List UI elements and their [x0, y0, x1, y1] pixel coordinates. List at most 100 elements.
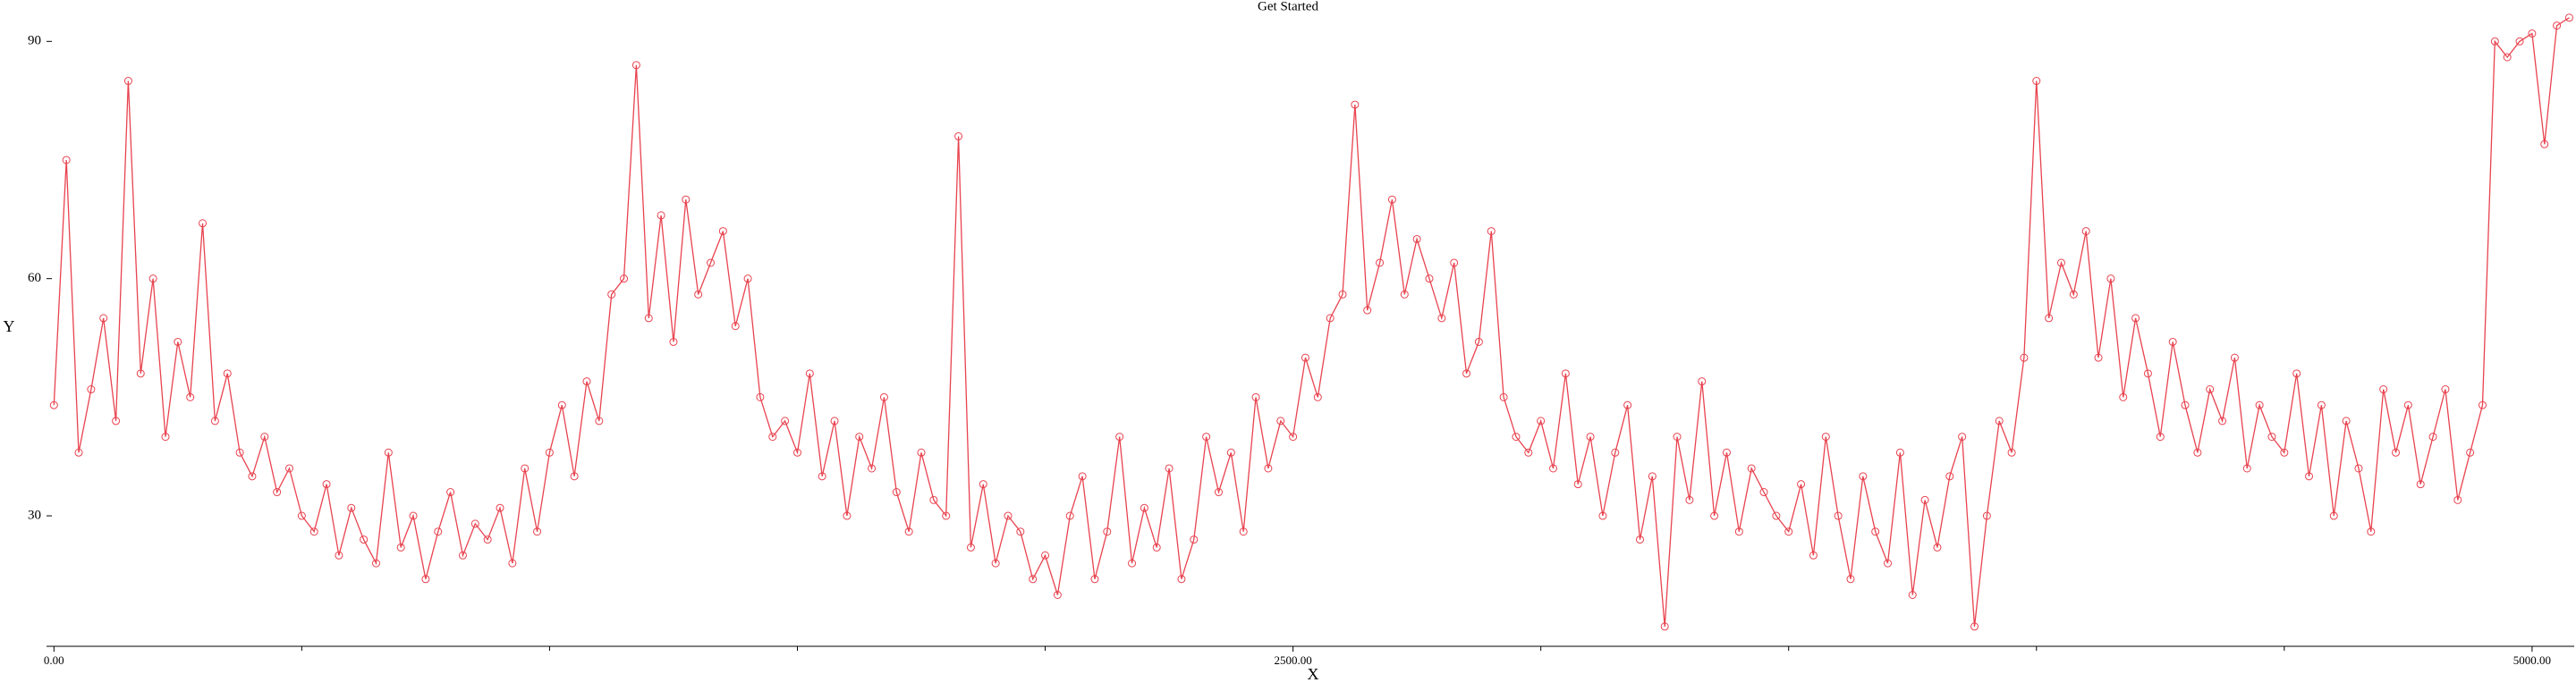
point	[843, 511, 852, 520]
point	[694, 290, 703, 299]
point	[112, 417, 121, 426]
point	[1734, 527, 1743, 536]
point	[186, 392, 195, 401]
point	[855, 433, 864, 442]
point	[1772, 511, 1781, 520]
point	[1895, 448, 1904, 457]
point	[1499, 392, 1508, 401]
point	[743, 274, 752, 283]
chart-title: Get Started	[1258, 0, 1318, 13]
point	[1970, 622, 1979, 631]
point	[1387, 195, 1396, 204]
point	[669, 337, 678, 346]
point	[174, 337, 182, 346]
point	[707, 258, 716, 267]
point	[1363, 306, 1372, 315]
point	[2156, 433, 2165, 442]
point	[2392, 448, 2401, 457]
point	[2230, 353, 2239, 362]
point	[2503, 53, 2512, 62]
point	[1115, 433, 1124, 442]
x-axis-label: X	[1308, 665, 1319, 683]
series-line	[53, 17, 2570, 627]
point	[99, 314, 108, 323]
point	[2564, 13, 2573, 22]
point	[409, 511, 418, 520]
x-tick-label: 2500.00	[1274, 653, 1311, 667]
point	[1226, 448, 1235, 457]
point	[582, 377, 591, 386]
point	[1784, 527, 1793, 536]
point	[1004, 511, 1013, 520]
point	[1313, 392, 1322, 401]
y-axis-label: Y	[4, 317, 15, 335]
point	[805, 369, 814, 378]
point	[2416, 480, 2425, 489]
point	[1747, 464, 1756, 473]
point	[521, 464, 530, 473]
point	[2367, 527, 2376, 536]
point	[1437, 314, 1446, 323]
point	[1635, 535, 1644, 544]
point	[942, 511, 951, 520]
point	[718, 227, 727, 236]
point	[1041, 551, 1050, 560]
point	[1016, 527, 1025, 536]
point	[1797, 480, 1806, 489]
point	[470, 519, 479, 528]
point	[1301, 353, 1309, 362]
point	[62, 156, 71, 164]
point	[458, 551, 467, 560]
point	[2007, 448, 2016, 457]
point	[123, 77, 132, 86]
point	[879, 392, 888, 401]
point	[1214, 488, 1223, 497]
point	[371, 559, 380, 568]
point	[2255, 400, 2264, 409]
point	[49, 400, 58, 409]
point	[2490, 37, 2499, 46]
point	[347, 503, 356, 512]
point	[1487, 227, 1496, 236]
point	[731, 322, 740, 331]
point	[2453, 495, 2462, 504]
point	[991, 559, 1000, 568]
point	[1400, 290, 1409, 299]
point	[2441, 385, 2450, 394]
point	[1920, 495, 1929, 504]
point	[868, 464, 877, 473]
point	[1821, 433, 1830, 442]
point	[1078, 472, 1087, 481]
point	[2292, 369, 2301, 378]
point	[87, 385, 96, 394]
point	[508, 559, 517, 568]
point	[1264, 464, 1273, 473]
point	[1722, 448, 1731, 457]
point	[1933, 543, 1942, 552]
point	[2106, 274, 2115, 283]
point	[2267, 433, 2276, 442]
point	[595, 417, 604, 426]
point	[1871, 527, 1880, 536]
point	[2329, 511, 2338, 520]
point	[223, 369, 232, 378]
point	[818, 472, 826, 481]
point	[1537, 417, 1546, 426]
point	[1412, 234, 1421, 243]
point	[756, 392, 765, 401]
point	[2094, 353, 2103, 362]
point	[1623, 400, 1632, 409]
point	[1065, 511, 1074, 520]
point	[199, 219, 208, 228]
point	[322, 480, 331, 489]
point	[533, 527, 542, 536]
point	[682, 195, 691, 204]
point	[2143, 369, 2152, 378]
point	[1190, 535, 1199, 544]
point	[607, 290, 616, 299]
point	[2119, 392, 2128, 401]
point	[273, 488, 282, 497]
point	[2131, 314, 2140, 323]
